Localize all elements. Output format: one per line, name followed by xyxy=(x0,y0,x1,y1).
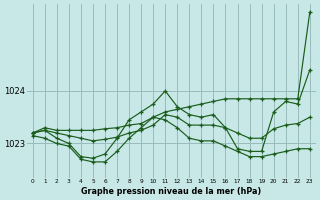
X-axis label: Graphe pression niveau de la mer (hPa): Graphe pression niveau de la mer (hPa) xyxy=(81,187,261,196)
